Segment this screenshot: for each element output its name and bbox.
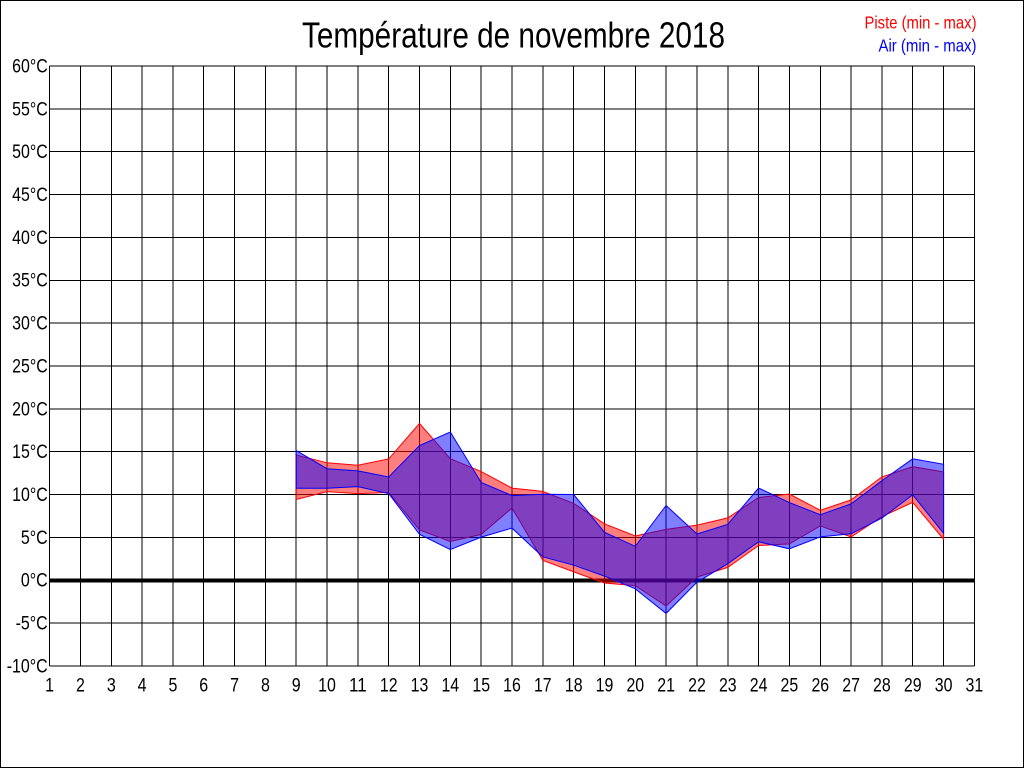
svg-text:16: 16	[503, 676, 521, 697]
svg-text:24: 24	[750, 676, 768, 697]
svg-text:17: 17	[534, 676, 552, 697]
svg-text:Température de novembre 2018: Température de novembre 2018	[302, 14, 725, 55]
svg-text:0°C: 0°C	[21, 571, 48, 592]
svg-text:15°C: 15°C	[12, 442, 48, 463]
svg-text:60°C: 60°C	[12, 56, 48, 77]
svg-text:55°C: 55°C	[12, 99, 48, 120]
svg-text:19: 19	[596, 676, 614, 697]
svg-text:Air (min - max): Air (min - max)	[879, 35, 977, 55]
svg-text:9: 9	[292, 676, 301, 697]
svg-text:10°C: 10°C	[12, 485, 48, 506]
svg-text:27: 27	[842, 676, 860, 697]
svg-text:21: 21	[657, 676, 675, 697]
svg-text:29: 29	[904, 676, 922, 697]
svg-text:13: 13	[411, 676, 429, 697]
svg-text:5: 5	[168, 676, 177, 697]
svg-text:5°C: 5°C	[21, 528, 48, 549]
svg-text:2: 2	[76, 676, 85, 697]
svg-text:20°C: 20°C	[12, 399, 48, 420]
svg-text:7: 7	[230, 676, 239, 697]
svg-text:Piste (min - max): Piste (min - max)	[865, 12, 977, 32]
svg-text:6: 6	[199, 676, 208, 697]
svg-text:15: 15	[472, 676, 490, 697]
svg-text:26: 26	[811, 676, 829, 697]
svg-text:3: 3	[107, 676, 116, 697]
svg-text:12: 12	[380, 676, 398, 697]
svg-text:25: 25	[781, 676, 799, 697]
svg-text:40°C: 40°C	[12, 228, 48, 249]
svg-text:20: 20	[626, 676, 644, 697]
svg-text:-5°C: -5°C	[16, 614, 48, 635]
svg-text:10: 10	[318, 676, 336, 697]
svg-text:31: 31	[966, 676, 984, 697]
svg-text:50°C: 50°C	[12, 142, 48, 163]
svg-text:28: 28	[873, 676, 891, 697]
svg-text:23: 23	[719, 676, 737, 697]
svg-text:1: 1	[45, 676, 54, 697]
svg-text:25°C: 25°C	[12, 356, 48, 377]
svg-text:30: 30	[935, 676, 953, 697]
svg-text:-10°C: -10°C	[7, 656, 48, 677]
svg-text:22: 22	[688, 676, 706, 697]
svg-text:8: 8	[261, 676, 270, 697]
svg-text:11: 11	[349, 676, 367, 697]
svg-text:35°C: 35°C	[12, 271, 48, 292]
svg-text:4: 4	[138, 676, 147, 697]
svg-text:14: 14	[441, 676, 459, 697]
svg-text:30°C: 30°C	[12, 314, 48, 335]
svg-text:45°C: 45°C	[12, 185, 48, 206]
svg-text:18: 18	[565, 676, 583, 697]
